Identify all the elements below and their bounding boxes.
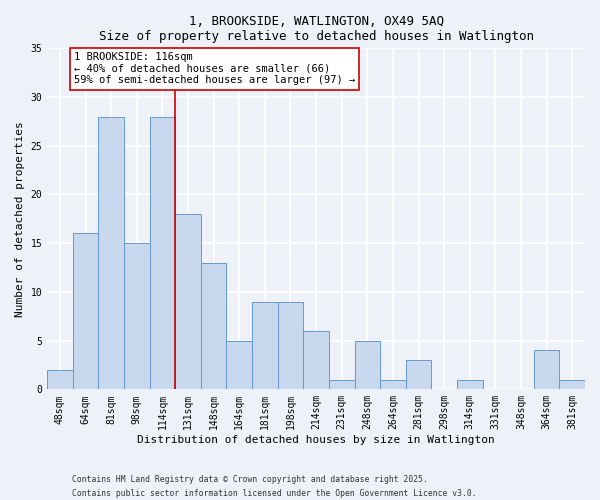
Bar xyxy=(149,116,175,390)
X-axis label: Distribution of detached houses by size in Watlington: Distribution of detached houses by size … xyxy=(137,435,495,445)
Text: Contains HM Land Registry data © Crown copyright and database right 2025.
Contai: Contains HM Land Registry data © Crown c… xyxy=(72,476,476,498)
Bar xyxy=(124,243,149,390)
Text: 1 BROOKSIDE: 116sqm
← 40% of detached houses are smaller (66)
59% of semi-detach: 1 BROOKSIDE: 116sqm ← 40% of detached ho… xyxy=(74,52,355,86)
Bar xyxy=(175,214,201,390)
Bar xyxy=(534,350,559,390)
Bar xyxy=(355,340,380,390)
Bar xyxy=(278,302,303,390)
Bar xyxy=(303,331,329,390)
Bar xyxy=(98,116,124,390)
Y-axis label: Number of detached properties: Number of detached properties xyxy=(15,121,25,316)
Bar xyxy=(329,380,355,390)
Bar xyxy=(406,360,431,390)
Bar xyxy=(457,380,482,390)
Bar xyxy=(226,340,252,390)
Bar xyxy=(201,262,226,390)
Bar xyxy=(380,380,406,390)
Bar xyxy=(559,380,585,390)
Bar xyxy=(73,234,98,390)
Title: 1, BROOKSIDE, WATLINGTON, OX49 5AQ
Size of property relative to detached houses : 1, BROOKSIDE, WATLINGTON, OX49 5AQ Size … xyxy=(98,15,533,43)
Bar xyxy=(47,370,73,390)
Bar xyxy=(252,302,278,390)
